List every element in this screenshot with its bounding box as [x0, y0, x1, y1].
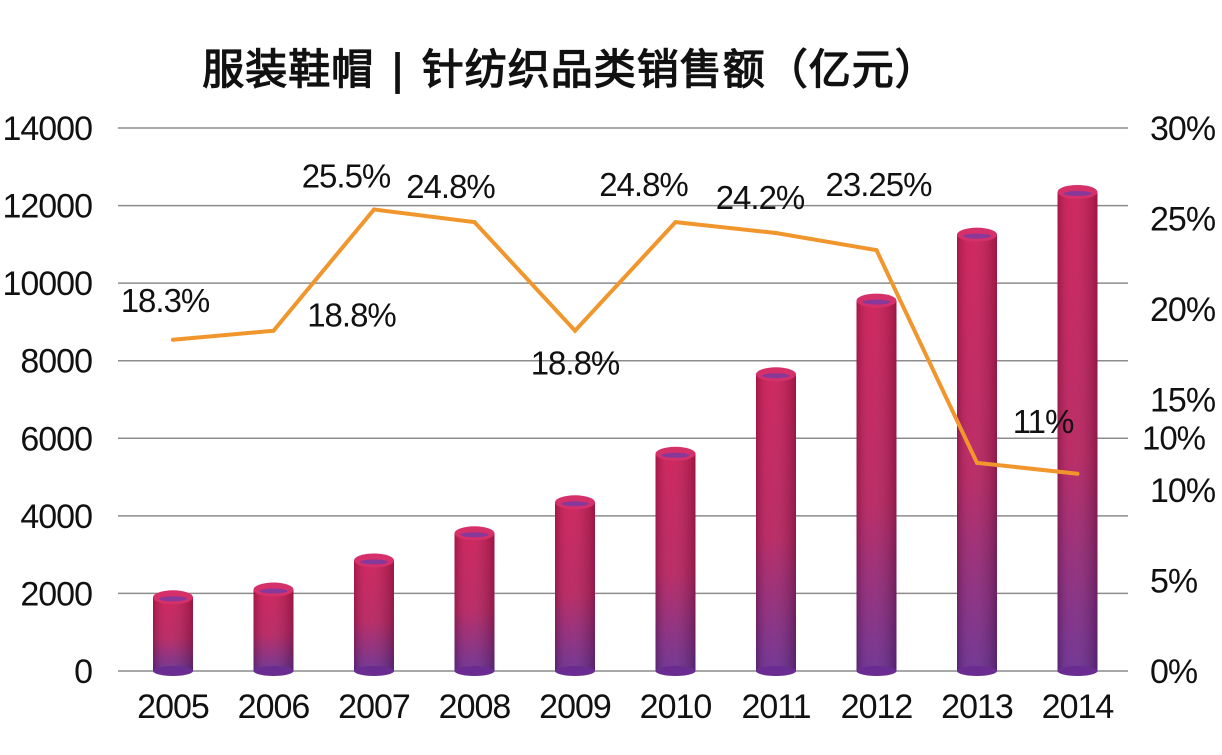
bar: [856, 293, 897, 676]
bar: [655, 446, 696, 676]
bar-shading: [555, 502, 595, 671]
bar: [957, 227, 997, 676]
x-axis: 2005 2006 2007 2008 2009 2010 2011 2012 2013 2014: [137, 688, 1114, 726]
line-point: [271, 328, 276, 333]
left-tick-label: 14000: [2, 110, 92, 148]
x-tick-label: 2008: [439, 688, 511, 726]
line-point: [673, 220, 678, 225]
line-series: [171, 207, 1080, 476]
bar-cap-inner: [159, 596, 187, 602]
line-data-label: 24.2%: [716, 179, 805, 216]
growth-line: [172, 207, 1078, 476]
line-data-label: 10%: [1142, 420, 1206, 457]
bar: [153, 590, 193, 676]
bar: [354, 553, 394, 676]
bar-shading: [856, 300, 897, 671]
bar: [1057, 184, 1098, 676]
line-data-label: 23.25%: [826, 166, 933, 203]
bar-base: [253, 666, 294, 676]
bar-base: [756, 666, 796, 676]
bar-shading: [354, 560, 394, 671]
bar-base: [153, 666, 193, 676]
bar-base: [354, 666, 394, 676]
chart-title: 服装鞋帽 | 针纺织品类销售额（亿元）: [202, 45, 938, 94]
right-tick-label: 20%: [1150, 291, 1216, 329]
right-tick-label: 5%: [1150, 563, 1198, 601]
x-tick-label: 2012: [841, 688, 913, 726]
line-point: [1075, 471, 1080, 476]
bar-base: [856, 666, 897, 676]
bar-cap-inner: [762, 373, 790, 379]
line-data-label: 25.5%: [302, 157, 391, 194]
left-tick-label: 0: [74, 653, 92, 691]
right-tick-label: 0%: [1150, 653, 1198, 691]
left-tick-label: 4000: [20, 498, 92, 536]
right-tick-label: 15%: [1150, 382, 1216, 420]
line-point: [472, 220, 477, 225]
bar-cap-inner: [963, 233, 991, 239]
x-tick-label: 2006: [238, 688, 310, 726]
x-tick-label: 2010: [640, 688, 712, 726]
bar-cap-inner: [1063, 190, 1092, 196]
line-point: [171, 337, 175, 342]
bar-cap-inner: [259, 588, 288, 594]
right-axis: 0% 5% 10% 15% 20% 25% 30%: [1150, 110, 1217, 691]
left-tick-label: 8000: [20, 343, 92, 381]
bar-cap-inner: [561, 501, 589, 507]
bar-base: [957, 666, 997, 676]
line-point: [774, 230, 778, 235]
line-data-label: 18.3%: [121, 282, 210, 319]
bar-cap-inner: [460, 532, 489, 538]
bar-cap-inner: [661, 452, 690, 458]
line-point: [874, 248, 879, 253]
x-tick-label: 2014: [1042, 688, 1114, 726]
right-tick-label: 30%: [1150, 110, 1216, 148]
bar-shading: [253, 589, 294, 671]
x-tick-label: 2013: [941, 688, 1013, 726]
line-data-label: 24.8%: [406, 168, 495, 205]
line-data-label: 24.8%: [599, 166, 688, 203]
left-tick-label: 6000: [20, 420, 92, 458]
left-tick-label: 2000: [20, 575, 92, 613]
left-tick-label: 12000: [2, 188, 92, 226]
line-data-label: 11%: [1013, 403, 1074, 440]
bar-base: [1057, 666, 1098, 676]
bar-shading: [1057, 191, 1098, 671]
line-point: [573, 328, 577, 333]
left-tick-label: 10000: [2, 265, 92, 303]
line-data-label: 18.8%: [307, 297, 396, 334]
bar: [555, 495, 595, 676]
bar-shading: [756, 374, 796, 671]
x-tick-label: 2005: [137, 688, 209, 726]
bar-shading: [454, 533, 495, 671]
line-data-label: 18.8%: [531, 345, 620, 382]
bar-cap-inner: [862, 299, 891, 305]
x-tick-label: 2011: [741, 688, 810, 726]
bar-series: [153, 184, 1098, 676]
bar-base: [454, 666, 495, 676]
bar-base: [655, 666, 696, 676]
left-axis: 0 2000 4000 6000 8000 10000 12000 14000: [2, 110, 93, 691]
bar-shading: [655, 453, 696, 671]
data-labels: 18.3% 18.8% 25.5% 24.8% 18.8% 24.8% 24.2% 23.25…: [121, 157, 1207, 457]
right-tick-label: 25%: [1150, 201, 1216, 239]
right-tick-label: 10%: [1150, 472, 1216, 510]
bar: [756, 367, 796, 676]
bar: [253, 582, 294, 676]
line-point: [372, 207, 376, 212]
line-point: [975, 460, 979, 465]
bar: [454, 526, 495, 676]
bar-base: [555, 666, 595, 676]
bar-shading: [153, 597, 193, 671]
bar-cap-inner: [360, 559, 388, 565]
x-tick-label: 2007: [338, 688, 410, 726]
bar-shading: [957, 234, 997, 672]
x-tick-label: 2009: [539, 688, 611, 726]
